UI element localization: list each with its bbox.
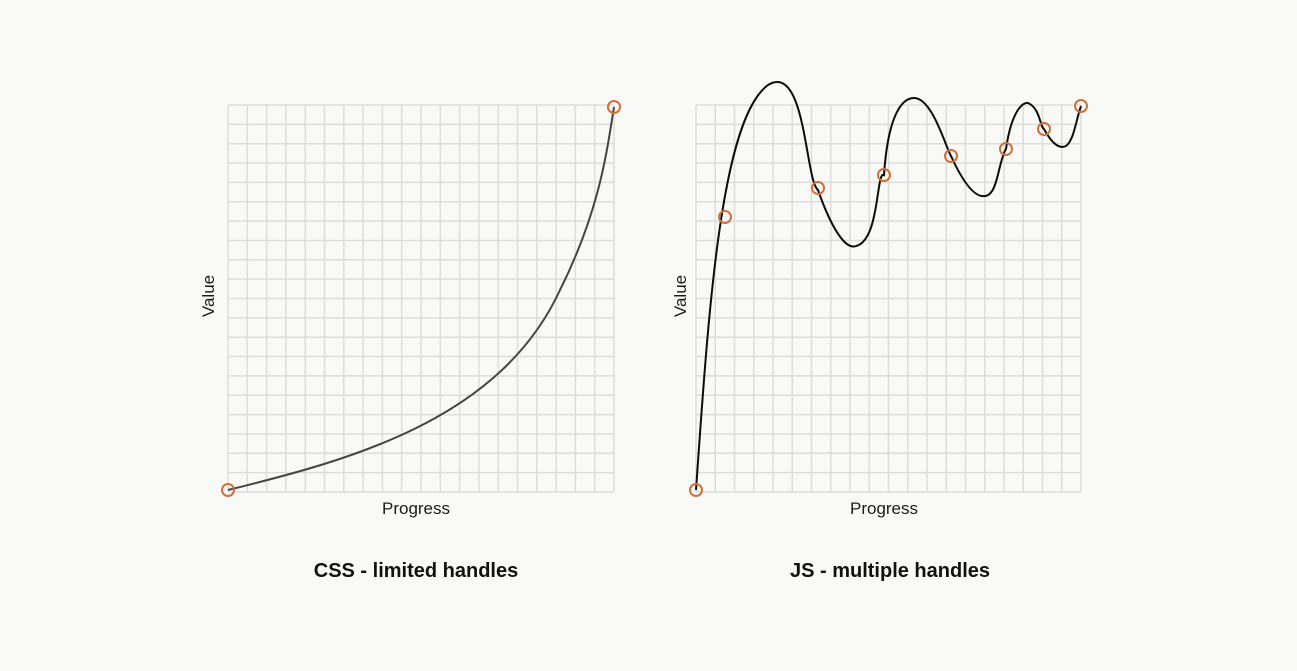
css-easing-curve — [227, 106, 615, 491]
js-caption: JS - multiple handles — [790, 560, 990, 582]
js-handle-8[interactable] — [1074, 99, 1088, 113]
js-panel: Progress Value JS - multiple handles — [671, 81, 1088, 582]
js-handle-5[interactable] — [944, 149, 958, 163]
js-handle-7[interactable] — [1037, 122, 1051, 136]
js-handle-2[interactable] — [718, 210, 732, 224]
js-easing-curve — [695, 81, 1082, 491]
css-caption: CSS - limited handles — [314, 560, 518, 582]
css-grid — [227, 104, 615, 493]
js-handle-4[interactable] — [877, 168, 891, 182]
css-handle-start[interactable] — [221, 483, 235, 497]
css-handle-end[interactable] — [607, 100, 621, 114]
js-grid — [695, 104, 1082, 493]
css-x-axis-label: Progress — [382, 499, 450, 518]
js-handle-1[interactable] — [689, 483, 703, 497]
js-handle-3[interactable] — [811, 181, 825, 195]
js-y-axis-label: Value — [671, 275, 690, 317]
js-x-axis-label: Progress — [850, 499, 918, 518]
js-handle-6[interactable] — [999, 142, 1013, 156]
css-y-axis-label: Value — [199, 275, 218, 317]
css-panel: Progress Value CSS - limited handles — [199, 100, 621, 582]
